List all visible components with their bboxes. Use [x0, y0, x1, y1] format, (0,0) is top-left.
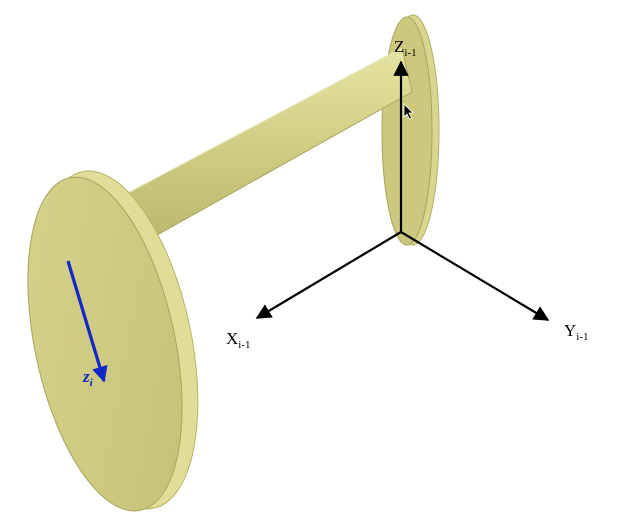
near-joint-disk	[27, 170, 199, 512]
mouse-pointer-icon	[403, 103, 414, 120]
z-i-axis	[66, 260, 108, 383]
z-i-label: zi	[82, 367, 94, 389]
frame-prev-axes	[255, 60, 550, 321]
x-prev-label: Xi-1	[226, 329, 251, 351]
z-prev-label: Zi-1	[394, 37, 417, 59]
y-prev-axis	[400, 231, 550, 321]
x-prev-axis	[255, 231, 402, 319]
y-prev-label: Yi-1	[564, 321, 589, 343]
